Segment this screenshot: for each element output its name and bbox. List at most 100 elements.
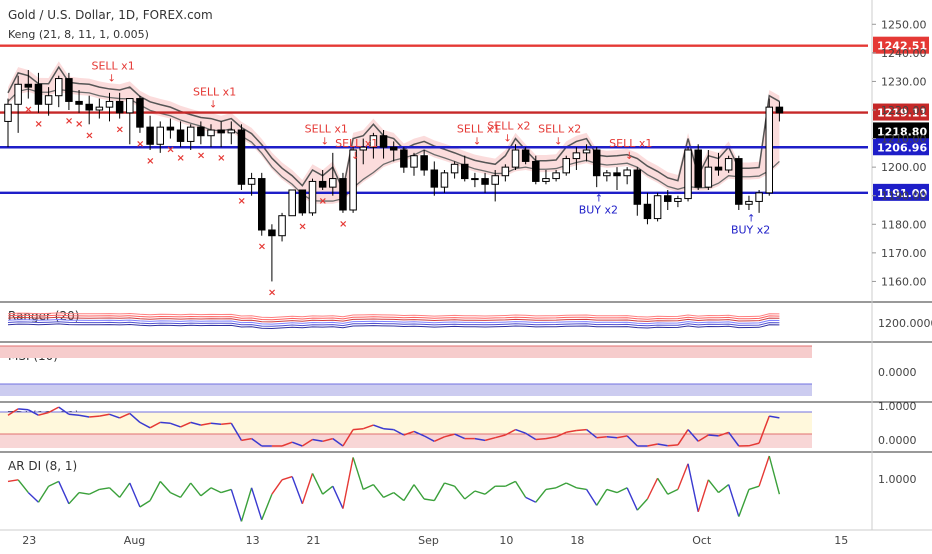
ardi-line-segment [211,488,221,493]
ardi-line-segment [363,485,373,490]
sell-marker: × [177,153,185,164]
price-tick-label: 1210.00 [881,133,927,146]
candle-body [736,159,743,205]
candle-body [715,167,722,170]
sell-marker: × [166,145,174,156]
ardi-line-segment [69,493,79,504]
candle-body [766,107,773,193]
candle-body [431,170,438,187]
ardi-line-segment [170,493,180,498]
candle-body [187,127,194,141]
candle-body [319,181,326,187]
candle-body [248,179,255,185]
sell-marker: × [258,242,266,253]
ardi-line-segment [262,494,272,520]
candle-body [228,130,235,133]
price-tick-label: 1230.00 [881,75,927,88]
sell-marker: × [237,196,245,207]
signal-arrow: ↓ [503,134,511,145]
signal-label: BUY x2 [731,223,770,236]
candle-body [76,101,83,104]
candle-body [472,179,479,180]
candle-body [86,104,93,110]
candle-body [289,190,296,216]
ardi-line-segment [444,483,454,486]
candle-body [269,230,276,236]
ardi-line-segment [282,477,292,480]
candle-body [157,127,164,144]
signal-arrow: ↓ [209,99,217,110]
candle-body [522,150,529,161]
ardi-line-segment [110,488,120,498]
candle-body [147,127,154,144]
ardi-line-segment [505,481,515,486]
ardi-line-segment [769,456,779,494]
ardi-line-segment [576,488,586,490]
candle-body [482,179,489,185]
ardi-line-segment [536,489,546,502]
ardi-line-segment [38,486,48,502]
ardi-line-segment [424,499,434,501]
signal-label: SELL x1 [335,137,378,150]
signal-label: BUY x2 [579,203,618,216]
ardi-line-segment [708,480,718,493]
price-tick-label: 1200.00 [881,161,927,174]
candle-body [56,79,63,96]
ardi-line-segment [658,478,668,494]
ardi-line-segment [302,473,312,503]
candle-body [573,153,580,159]
time-tick-label: Sep [418,534,439,547]
sell-marker: × [298,222,306,233]
price-tick-label: 1240.00 [881,47,927,60]
candle-body [177,130,184,141]
signal-label: SELL x1 [305,123,348,136]
tdi-line-segment [576,430,586,431]
ardi-line-segment [647,478,657,499]
candle-body [106,101,113,107]
ardi-line-segment [120,483,130,497]
sell-marker: × [34,119,42,130]
signal-label: SELL x2 [487,120,530,133]
time-tick-label: 18 [570,534,584,547]
signal-label: SELL x2 [538,123,581,136]
panel-value-label: 1.0000 [878,400,917,413]
tdi-line-segment [89,416,99,417]
ardi-line-segment [160,481,170,492]
candle-body [259,179,266,230]
ardi-line-segment [749,486,759,489]
sell-marker: × [75,119,83,130]
panel-value-label: 1200.0000 [878,317,932,330]
price-tick-label: 1160.00 [881,275,927,288]
candle-body [634,170,641,204]
panel-value-label: 0.0000 [878,366,917,379]
candle-body [299,190,306,213]
sell-marker: × [197,150,205,161]
ranger-line [8,324,779,329]
ardi-line-segment [475,491,485,494]
ardi-line-segment [28,493,38,503]
ardi-line-segment [313,473,323,494]
candle-body [502,167,509,176]
candle-body [218,130,225,133]
ardi-line-segment [607,489,617,492]
price-tick-label: 1220.00 [881,104,927,117]
candle-body [604,173,611,176]
ardi-line-segment [150,481,160,500]
ardi-line-segment [140,501,150,507]
time-tick-label: Aug [124,534,145,547]
ardi-line-segment [8,480,18,482]
panel-label: AR DI (8, 1) [8,459,77,473]
ardi-line-segment [465,491,475,499]
candle-body [492,176,499,185]
tdi-line-segment [221,423,231,424]
candle-body [776,107,783,113]
ardi-line-segment [292,477,302,504]
ardi-line-segment [688,464,698,512]
candle-body [5,104,12,121]
tdi-line-segment [384,429,394,430]
sell-marker: × [85,130,93,141]
ardi-line-segment [241,488,251,522]
candle-body [15,84,22,104]
